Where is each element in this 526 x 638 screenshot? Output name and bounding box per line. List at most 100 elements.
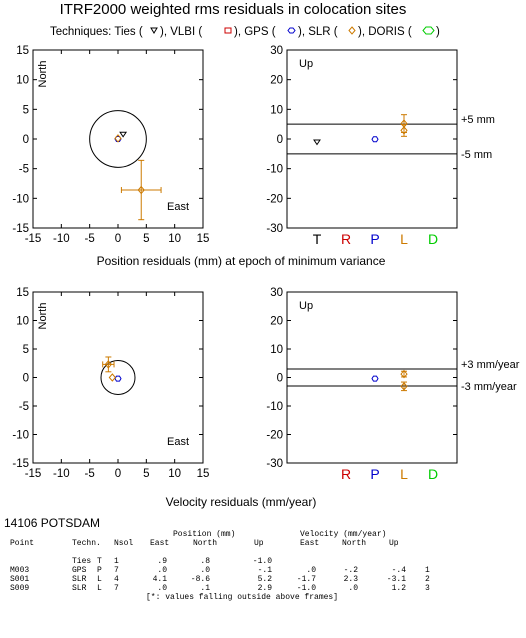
- table-cell: -1.0: [252, 557, 272, 566]
- x-tick-label: -15: [25, 233, 42, 245]
- y-tick-label: 5: [23, 344, 29, 356]
- category-label: D: [428, 231, 438, 247]
- table-header-row: Point Techn. Nsol East North Up East Nor…: [10, 539, 520, 548]
- legend-ties-close: ), VLBI (: [160, 26, 202, 38]
- position-caption: Position residuals (mm) at epoch of mini…: [97, 254, 386, 268]
- table-cell: SLR: [72, 575, 87, 584]
- figure: ITRF2000 weighted rms residuals in coloc…: [4, 1, 520, 530]
- legend-gps-close: ), SLR (: [298, 26, 338, 38]
- x-tick-label: 10: [168, 468, 181, 480]
- legend-doris-close: ): [436, 26, 440, 38]
- slr-marker: [400, 126, 408, 135]
- position-up-panel: 30 20 10 0 -10 -20 -30 Up +5 mm -5 mm T R P L D: [266, 45, 495, 247]
- col-pos-north: North: [193, 539, 218, 548]
- plot-frame: [286, 291, 458, 464]
- ties-marker: [119, 131, 128, 138]
- y-tick-label: -5: [19, 164, 29, 176]
- table-body: Ties T 1.9.8 -1.0 M003 GPS P 7.0.0 -.1.0 -.2 -.4 1 S…: [10, 557, 520, 593]
- category-label: R: [341, 466, 351, 482]
- y-tick-label: -20: [266, 193, 283, 205]
- legend-slr-close: ), DORIS (: [358, 26, 412, 38]
- table-cell: P: [97, 566, 102, 575]
- table-cell: .8: [200, 557, 210, 566]
- y-tick-label: -20: [266, 430, 283, 442]
- table-row: M003 GPS P 7 .0 .0 -.1 .0 -.2 -.4 1: [10, 566, 520, 575]
- y-tick-label: 15: [16, 287, 29, 299]
- x-tick-label: 15: [197, 233, 210, 245]
- table-cell: -1.0: [296, 584, 316, 593]
- col-techn: Techn.: [72, 539, 101, 548]
- table-cell: -1.7: [296, 575, 316, 584]
- col-point: Point: [10, 539, 35, 548]
- x-tick-label: 10: [168, 233, 181, 245]
- table-cell: .0: [348, 584, 358, 593]
- gps-symbol-icon: [287, 27, 296, 34]
- x-tick-label: -10: [53, 233, 70, 245]
- table-cell: SLR: [72, 584, 87, 593]
- y-tick-label: -10: [12, 430, 29, 442]
- legend-vlbi-close: ), GPS (: [234, 26, 276, 38]
- velocity-caption: Velocity residuals (mm/year): [166, 495, 317, 509]
- table-cell: 1.2: [391, 584, 406, 593]
- velocity-horizontal-panel: -15 -10 -5 0 5 10 15 15 10 5 0 -5 -10 -15 North East: [12, 287, 209, 480]
- table-cell: L: [97, 575, 102, 584]
- y-tick-label: 30: [270, 45, 283, 57]
- velocity-group-label: Velocity (mm/year): [300, 530, 387, 539]
- table-cell: 1: [425, 566, 430, 575]
- doris-symbol-icon: [422, 26, 435, 35]
- category-label: T: [313, 231, 322, 247]
- table-cell: 4.1: [152, 575, 167, 584]
- table-cell: 1: [114, 557, 119, 566]
- gps-marker: [371, 375, 379, 382]
- y-tick-label: -15: [12, 458, 29, 470]
- up-label: Up: [299, 300, 313, 312]
- site-name: 14106 POTSDAM: [4, 516, 100, 530]
- y-tick-label: 10: [270, 344, 283, 356]
- ties-symbol-icon: [150, 27, 158, 34]
- table-cell: 7: [114, 584, 119, 593]
- north-label: North: [37, 303, 49, 330]
- position-group-label: Position (mm): [173, 530, 236, 539]
- category-label: D: [428, 466, 438, 482]
- figure-title: ITRF2000 weighted rms residuals in coloc…: [60, 1, 407, 18]
- table-cell: .1: [200, 584, 210, 593]
- y-tick-label: 0: [23, 134, 29, 146]
- up-label: Up: [299, 58, 313, 70]
- vlbi-symbol-icon: [224, 27, 232, 34]
- table-cell: 2: [425, 575, 430, 584]
- table-cell: .0: [157, 584, 167, 593]
- category-label: R: [341, 231, 351, 247]
- category-label: P: [370, 231, 379, 247]
- x-tick-label: -5: [85, 233, 95, 245]
- table-cell: -.2: [343, 566, 358, 575]
- limit-label: -3 mm/year: [461, 381, 517, 393]
- x-tick-label: 5: [143, 233, 149, 245]
- table-cell: L: [97, 584, 102, 593]
- legend-prefix: Techniques: Ties (: [50, 26, 143, 38]
- x-tick-label: -15: [25, 468, 42, 480]
- slr-marker: [104, 360, 113, 369]
- limit-label: +3 mm/year: [461, 359, 520, 371]
- east-label: East: [167, 436, 189, 448]
- table-cell: S009: [10, 584, 30, 593]
- slr-marker: [114, 134, 122, 143]
- y-tick-label: 30: [270, 287, 283, 299]
- y-tick-label: -10: [266, 401, 283, 413]
- table-cell: -3.1: [386, 575, 406, 584]
- y-tick-label: 5: [23, 104, 29, 116]
- col-nsol: Nsol: [114, 539, 134, 548]
- table-cell: Ties: [72, 557, 92, 566]
- x-tick-label: 5: [143, 468, 149, 480]
- y-tick-label: -15: [12, 223, 29, 235]
- x-tick-label: 0: [115, 233, 121, 245]
- y-tick-label: 0: [277, 134, 283, 146]
- table-cell: S001: [10, 575, 30, 584]
- velocity-up-panel: 30 20 10 0 -10 -20 -30 Up +3 mm/year -3 mm/year R P…: [266, 287, 519, 482]
- x-tick-label: -5: [85, 468, 95, 480]
- y-tick-label: 10: [16, 75, 29, 87]
- ties-marker: [313, 139, 321, 146]
- table-cell: T: [97, 557, 102, 566]
- table-cell: .0: [200, 566, 210, 575]
- table-cell: -.1: [257, 566, 272, 575]
- slr-marker: [400, 382, 408, 391]
